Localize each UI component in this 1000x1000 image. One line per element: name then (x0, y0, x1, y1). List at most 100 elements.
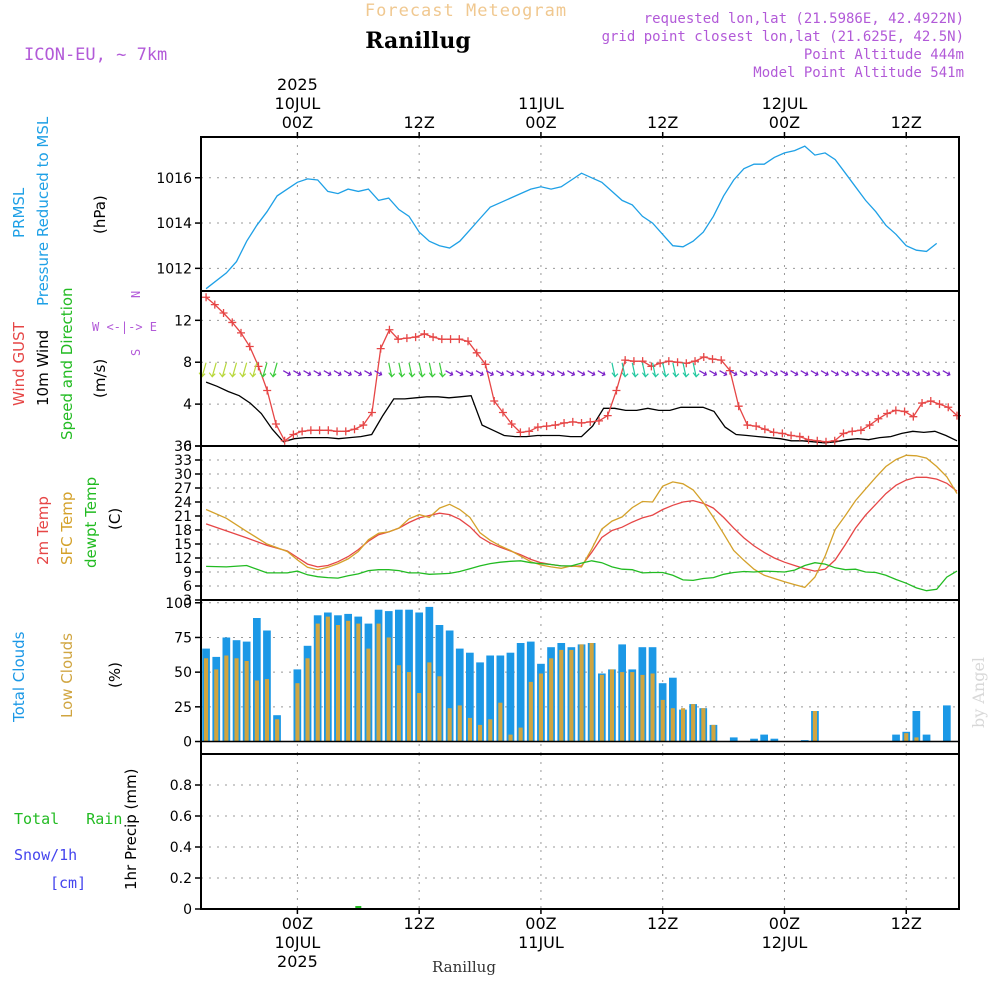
gust-marker (935, 400, 944, 409)
wind-direction-arrow (932, 370, 941, 377)
wind-direction-arrow (841, 370, 850, 377)
low-cloud-bar (396, 665, 401, 742)
low-cloud-bar (488, 719, 493, 742)
wind-direction-arrow (692, 362, 700, 378)
wind-direction-arrow (293, 370, 302, 377)
low-cloud-bar (264, 679, 269, 742)
wind-direction-arrow (428, 362, 436, 378)
gust-marker (437, 335, 446, 344)
model-label: ICON-EU, ~ 7km (24, 45, 167, 65)
low-cloud-bar (376, 623, 381, 742)
gust-marker (289, 430, 298, 439)
wind-direction-arrow (597, 370, 606, 377)
low-clouds-label: Low Clouds (58, 633, 76, 718)
wind-direction-arrow (218, 362, 227, 378)
y-tick-label: 8 (183, 355, 192, 371)
wind-direction-arrow (343, 370, 352, 377)
wind-direction-arrow (739, 370, 748, 377)
low-cloud-bar (356, 623, 361, 742)
gust-marker (603, 411, 612, 420)
snow-unit-label: [cm] (50, 874, 86, 892)
gust-marker (874, 414, 883, 423)
low-cloud-bar (609, 669, 614, 742)
wind-direction-arrow (208, 362, 217, 378)
pressure-labels: PRMSL Pressure Reduced to MSL (hPa) (10, 116, 109, 306)
wind-direction-arrow (239, 362, 248, 378)
gust-marker (594, 416, 603, 425)
wind-direction-arrow (546, 370, 555, 377)
y-tick-label: 12 (174, 551, 192, 567)
wind-direction-arrow (587, 370, 596, 377)
gust-marker (760, 425, 769, 434)
compass-rose: N W <-|-> E S (92, 291, 157, 356)
gust-marker (734, 402, 743, 411)
wind-direction-arrow (438, 362, 446, 378)
y-tick-label: 0 (183, 735, 192, 751)
wind-direction-arrow (780, 370, 789, 377)
y-tick-label: 33 (174, 453, 192, 469)
total-cloud-bar (943, 705, 951, 742)
gust-marker (263, 386, 272, 395)
low-cloud-bar (244, 661, 249, 742)
gust-marker (429, 333, 438, 342)
wind-direction-arrow (759, 370, 768, 377)
gust-marker (210, 300, 219, 309)
wind-speed-dir-label: Speed and Direction (58, 287, 76, 440)
time-label-top: 12Z (404, 113, 435, 132)
total-cloud-bar (253, 618, 261, 742)
gust-marker (359, 421, 368, 430)
wind-direction-arrow (881, 370, 890, 377)
y-tick-label: 0.8 (170, 778, 192, 794)
wind-direction-arrow (496, 370, 505, 377)
low-cloud-bar (234, 658, 239, 742)
gust-marker (769, 428, 778, 437)
gust-marker (472, 348, 481, 357)
gust-marker (647, 362, 656, 371)
gust-marker (446, 335, 455, 344)
y-tick-label: 0 (183, 439, 192, 455)
total-clouds-label: Total Clouds (10, 631, 28, 723)
panel-frame (200, 753, 960, 910)
total-cloud-bar (476, 662, 484, 742)
gust-marker (298, 427, 307, 436)
low-cloud-bar (691, 704, 696, 742)
low-cloud-bar (711, 724, 716, 742)
gust-marker (699, 352, 708, 361)
low-cloud-bar (478, 724, 483, 742)
wind-direction-arrow (698, 370, 708, 377)
grid-point-coords: grid point closest lon,lat (21.625E, 42.… (602, 29, 964, 45)
gust-marker (376, 344, 385, 353)
wind-direction-arrow (506, 370, 515, 377)
wind-direction-arrow (333, 370, 342, 377)
y-tick-label: 30 (174, 467, 192, 483)
wind-direction-arrow (662, 362, 670, 378)
gust-marker (856, 426, 865, 435)
temp-2m-line (205, 476, 958, 572)
gust-marker (586, 417, 595, 426)
gust-marker (795, 432, 804, 441)
gust-marker (385, 325, 394, 334)
low-cloud-bar (204, 658, 209, 742)
time-label-top: 2025 (277, 75, 318, 94)
wind-direction-arrow (651, 362, 659, 378)
y-tick-label: 15 (174, 537, 192, 553)
y-tick-label: 0.2 (170, 871, 192, 887)
y-tick-label: 0 (183, 902, 192, 918)
wind-direction-arrow (374, 370, 383, 377)
gust-marker (551, 421, 560, 430)
gust-marker (918, 399, 927, 408)
gust-marker (752, 422, 761, 431)
gust-marker (743, 421, 752, 430)
low-cloud-bar (305, 658, 310, 742)
wind-direction-arrow (631, 362, 639, 378)
gust-marker (490, 396, 499, 405)
gust-marker (813, 436, 822, 445)
gust-marker (568, 417, 577, 426)
wind-direction-arrow (611, 362, 619, 378)
point-altitude: Point Altitude 444m (804, 47, 964, 63)
chart-subtitle: Forecast Meteogram (365, 1, 567, 21)
total-cloud-bar (750, 738, 758, 742)
wind-direction-arrow (455, 370, 464, 377)
wind-direction-arrow (891, 370, 900, 377)
gust-marker (202, 293, 211, 302)
